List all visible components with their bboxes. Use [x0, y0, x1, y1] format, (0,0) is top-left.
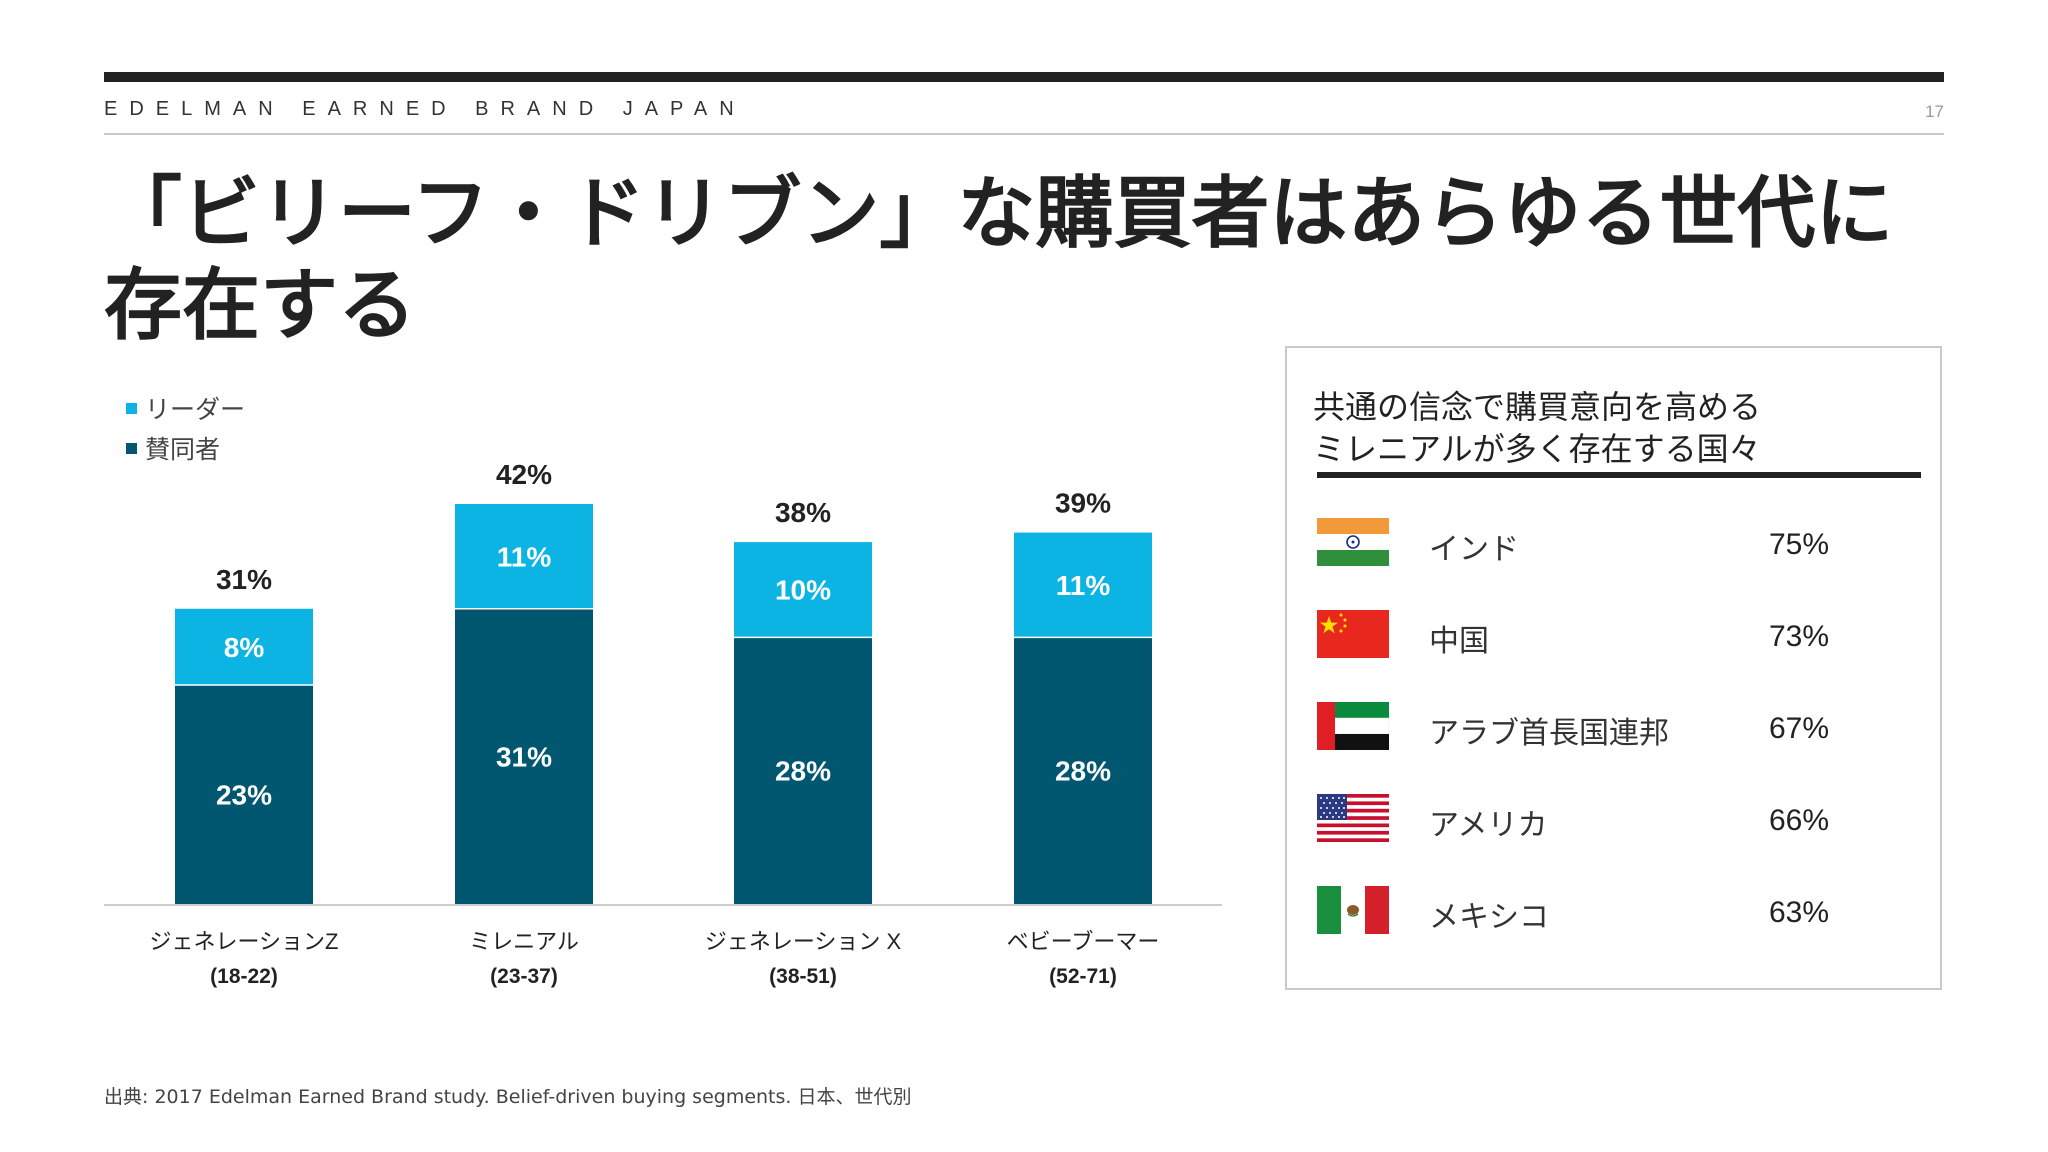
india-flag-icon — [1317, 518, 1389, 566]
data-label: 28% — [1055, 756, 1111, 787]
header-divider — [104, 133, 1944, 135]
legend-swatch-supporter — [126, 442, 137, 454]
page-title-line-2: 存在する — [104, 261, 417, 351]
x-tick-label: ベビーブーマー — [1007, 929, 1160, 954]
country-name: 中国 — [1429, 624, 1489, 659]
country-value: 75% — [1769, 528, 1830, 561]
mexico-flag-icon — [1317, 886, 1389, 934]
bar-segment — [734, 542, 872, 638]
country-row-uae: アラブ首長国連邦 67% — [1317, 702, 1921, 754]
bar-segment — [1014, 532, 1152, 638]
brand-label: EDELMAN EARNED BRAND JAPAN — [104, 98, 746, 120]
page-number: 17 — [1925, 102, 1944, 121]
source-note: 出典: 2017 Edelman Earned Brand study. Bel… — [104, 1086, 912, 1108]
data-label: 11% — [1056, 570, 1111, 601]
bar-segment — [734, 637, 872, 904]
total-label: 39% — [1055, 488, 1111, 519]
country-name: メキシコ — [1429, 900, 1549, 935]
stacked-bar-chart: 23% 8% 31% ジェネレーションZ (18-22) 31% 11% 42% ミレニアル (2… — [104, 459, 1222, 988]
legend-item-supporter: 賛同者 — [126, 428, 245, 468]
panel-title-line-2: ミレニアルが多く存在する国々 — [1313, 430, 1761, 468]
legend-swatch-leader — [126, 402, 137, 414]
country-row-mexico: メキシコ 63% — [1317, 886, 1921, 938]
bar-segment — [175, 684, 313, 904]
x-tick-sublabel: (23-37) — [490, 965, 558, 988]
country-name: アメリカ — [1429, 808, 1548, 843]
page-title-line-1: 「ビリーフ・ドリブン」な購買者はあらゆる世代に — [104, 169, 1894, 259]
legend-label-supporter: 賛同者 — [145, 435, 221, 464]
data-label: 10% — [775, 575, 831, 606]
x-tick-label: ジェネレーション X — [705, 929, 902, 954]
country-value: 63% — [1769, 896, 1830, 929]
usa-flag-icon — [1317, 794, 1389, 842]
panel-title-line-1: 共通の信念で購買意向を高める — [1313, 388, 1762, 426]
data-label: 11% — [497, 541, 552, 572]
x-tick-sublabel: (52-71) — [1049, 965, 1117, 988]
data-label: 8% — [224, 632, 265, 663]
total-label: 31% — [216, 564, 272, 595]
x-tick-sublabel: (18-22) — [210, 965, 278, 988]
page-title: 「ビリーフ・ドリブン」な購買者はあらゆる世代に 存在する — [104, 168, 1904, 352]
data-label: 28% — [775, 756, 831, 787]
bar-segment — [175, 608, 313, 685]
bar-segment — [455, 504, 593, 609]
legend-item-leader: リーダー — [126, 388, 245, 428]
country-row-india: インド 75% — [1317, 518, 1921, 570]
bar-segment — [1014, 637, 1152, 904]
total-label: 38% — [775, 497, 831, 528]
data-label: 31% — [496, 741, 552, 772]
data-label: 23% — [216, 779, 272, 810]
x-tick-label: ジェネレーションZ — [150, 929, 339, 954]
country-value: 66% — [1769, 804, 1830, 837]
country-row-usa: アメリカ 66% — [1317, 794, 1921, 846]
country-value: 73% — [1769, 620, 1830, 653]
country-panel: 共通の信念で購買意向を高める ミレニアルが多く存在する国々 インド 75% 中国… — [1285, 346, 1942, 990]
bar-segment — [455, 608, 593, 904]
total-label: 42% — [496, 459, 552, 490]
x-tick-sublabel: (38-51) — [769, 965, 837, 988]
header-top-bar — [104, 72, 1944, 82]
country-row-china: 中国 73% — [1317, 610, 1921, 662]
panel-title: 共通の信念で購買意向を高める ミレニアルが多く存在する国々 — [1313, 386, 1923, 470]
uae-flag-icon — [1317, 702, 1389, 750]
country-name: アラブ首長国連邦 — [1429, 716, 1669, 751]
legend-label-leader: リーダー — [145, 395, 246, 424]
chart-legend: リーダー 賛同者 — [126, 388, 245, 468]
china-flag-icon — [1317, 610, 1389, 658]
panel-divider — [1317, 472, 1921, 478]
x-tick-label: ミレニアル — [469, 929, 579, 954]
country-value: 67% — [1769, 712, 1830, 745]
country-name: インド — [1429, 532, 1519, 567]
